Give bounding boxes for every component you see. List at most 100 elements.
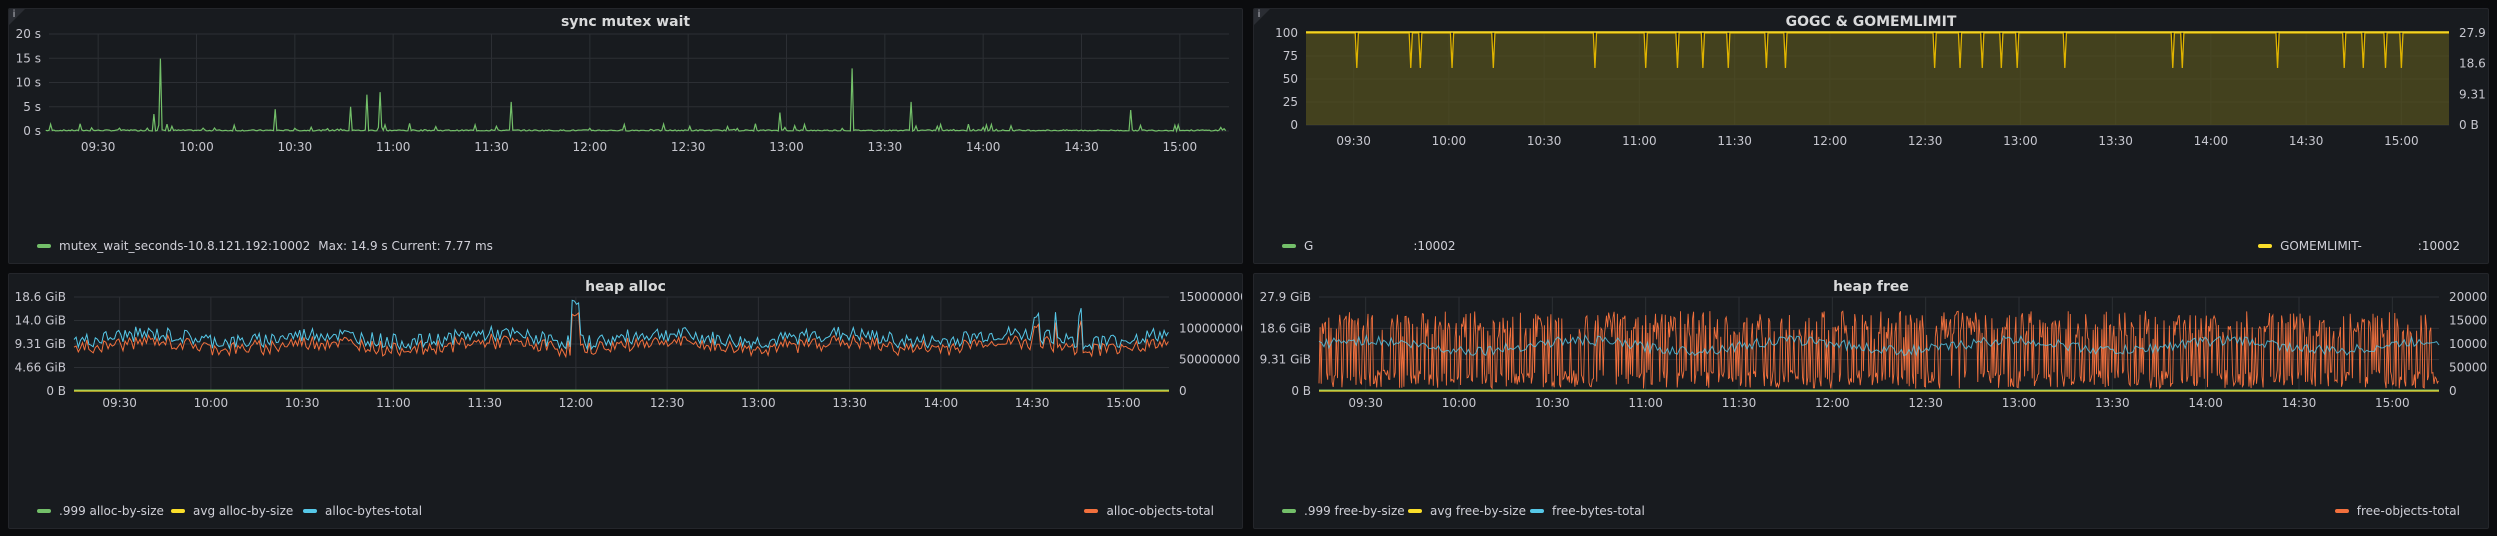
x-tick-label: 12:00	[559, 396, 594, 410]
panel-title[interactable]: GOGC & GOMEMLIMIT	[1785, 14, 1957, 30]
legend-label: mutex_wait_seconds-10.8.121.192:10002	[59, 239, 311, 253]
x-tick-label: 13:30	[832, 396, 867, 410]
y-tick-label: 5 s	[23, 100, 41, 114]
y2-tick-label: 18.6 GiB	[2459, 57, 2489, 71]
y-tick-label: 18.6 GiB	[15, 290, 66, 304]
x-tick-label: 11:30	[474, 140, 509, 154]
chart-heap-free: 09:30 10:00 10:30 11:00 11:30 12:00 12:30 13:00…	[1260, 290, 2489, 410]
series-mutex-wait	[45, 58, 1227, 134]
redacted-block	[1313, 240, 1414, 252]
x-tick-label: 13:30	[2095, 396, 2130, 410]
x-tick-label: 13:00	[741, 396, 776, 410]
x-tick-label: 11:00	[376, 396, 411, 410]
legend-swatch	[1530, 509, 1544, 513]
legend-item[interactable]: alloc-objects-total	[1084, 504, 1214, 518]
panel-heap-free[interactable]: heap free 09:30 10:00 10:30 11:00 11:30 12:00…	[1253, 273, 2489, 529]
x-tick-label: 13:00	[2003, 134, 2038, 148]
x-tick-label: 13:30	[868, 140, 903, 154]
legend-label: free-objects-total	[2356, 504, 2460, 518]
y2-tick-label: 50000000	[1179, 353, 1240, 367]
y-tick-label: 50	[1283, 72, 1298, 86]
legend-item[interactable]: avg alloc-by-size	[171, 504, 293, 518]
legend-swatch	[1282, 509, 1296, 513]
panel-sync-mutex-wait[interactable]: i sync mutex wait 09:30 10:00 10:30 11:00 11…	[8, 8, 1243, 264]
legend-swatch	[2334, 509, 2349, 513]
legend: G :10002 GOMEMLIMIT- :10002	[1268, 239, 2474, 255]
x-tick-label: 15:00	[1163, 140, 1198, 154]
y-tick-label: 15 s	[16, 51, 41, 65]
x-tick-label: 15:00	[2375, 396, 2410, 410]
legend: mutex_wait_seconds-10.8.121.192:10002 Ma…	[23, 239, 1228, 255]
legend-item[interactable]: .999 alloc-by-size	[37, 504, 164, 518]
x-tick-label: 14:30	[2289, 134, 2324, 148]
x-tick-label: 11:30	[1722, 396, 1757, 410]
legend-label: avg alloc-by-size	[193, 504, 294, 518]
legend: .999 alloc-by-size avg alloc-by-size all…	[23, 504, 1228, 520]
x-tick-label: 15:00	[1106, 396, 1141, 410]
redacted-block	[2361, 240, 2418, 252]
x-tick-label: 12:30	[1908, 134, 1943, 148]
x-tick-label: 12:00	[1813, 134, 1848, 148]
legend-swatch	[37, 244, 51, 248]
legend-item-gomemlimit[interactable]: GOMEMLIMIT- :10002	[2258, 239, 2460, 253]
legend-item[interactable]: free-bytes-total	[1530, 504, 1645, 518]
x-tick-label: 12:30	[1908, 396, 1943, 410]
x-tick-label: 10:00	[179, 140, 214, 154]
y2-tick-label: 0	[1179, 384, 1187, 398]
y2-tick-label: 100000000	[2449, 337, 2489, 351]
y2-tick-label: 150000000	[2449, 314, 2489, 328]
x-tick-label: 10:00	[194, 396, 229, 410]
x-tick-label: 09:30	[102, 396, 137, 410]
x-tick-label: 10:30	[1527, 134, 1562, 148]
x-tick-label: 10:30	[285, 396, 320, 410]
x-tick-label: 11:00	[376, 140, 411, 154]
legend-label: .999 alloc-by-size	[59, 504, 164, 518]
y-tick-label: 9.31 GiB	[15, 337, 66, 351]
legend-item[interactable]: free-objects-total	[2334, 504, 2460, 518]
x-tick-label: 10:00	[1432, 134, 1467, 148]
legend: .999 free-by-size avg free-by-size free-…	[1268, 504, 2474, 520]
y-tick-label: 75	[1283, 49, 1298, 63]
y2-tick-label: 150000000	[1179, 290, 1243, 304]
y2-tick-label: 9.31 GiB	[2459, 87, 2489, 101]
x-tick-label: 11:00	[1628, 396, 1663, 410]
legend-suffix: :10002	[2417, 239, 2460, 253]
legend-suffix: :10002	[1413, 239, 1456, 253]
x-tick-label: 10:30	[278, 140, 313, 154]
legend-swatch	[1408, 509, 1422, 513]
chart-heap-alloc: 09:30 10:00 10:30 11:00 11:30 12:00 12:30 13:00…	[15, 290, 1243, 410]
panel-heap-alloc[interactable]: heap alloc 09:30 10:00 10:30 11:00 11:30 12:0…	[8, 273, 1243, 529]
panel-title[interactable]: sync mutex wait	[560, 14, 691, 30]
legend-swatch	[2258, 244, 2273, 248]
x-tick-label: 13:00	[769, 140, 804, 154]
y-tick-label: 20 s	[16, 27, 41, 41]
legend-swatch	[1282, 244, 1296, 248]
y-tick-label: 0	[1290, 118, 1298, 132]
y-tick-label: 18.6 GiB	[1260, 321, 1311, 335]
x-tick-label: 11:30	[1717, 134, 1752, 148]
legend-item[interactable]: mutex_wait_seconds-10.8.121.192:10002 Ma…	[37, 239, 493, 253]
chart-sync-mutex-wait: 09:30 10:00 10:30 11:00 11:30 12:00 12:30 13:00…	[16, 27, 1229, 154]
y-tick-label: 0 s	[23, 124, 41, 138]
y2-tick-label: 0 B	[2459, 118, 2479, 132]
legend-item-gogc[interactable]: G :10002	[1282, 239, 1456, 253]
legend-item[interactable]: avg free-by-size	[1408, 504, 1526, 518]
legend-item[interactable]: .999 free-by-size	[1282, 504, 1405, 518]
y-tick-label: 100	[1275, 26, 1298, 40]
panel-gogc-gomemlimit[interactable]: i GOGC & GOMEMLIMIT 09:30 10:00 10:30 11:00…	[1253, 8, 2489, 264]
legend-label: GOMEMLIMIT-	[2280, 239, 2362, 253]
legend-swatch	[37, 509, 51, 513]
legend-item[interactable]: alloc-bytes-total	[303, 504, 422, 518]
x-tick-label: 13:30	[2098, 134, 2133, 148]
y2-tick-label: 0	[2449, 384, 2457, 398]
legend-label: free-bytes-total	[1552, 504, 1645, 518]
panel-title[interactable]: heap free	[1833, 279, 1909, 295]
legend-label: G	[1304, 239, 1314, 253]
x-tick-label: 12:00	[1815, 396, 1850, 410]
legend-swatch	[303, 509, 317, 513]
y-tick-label: 14.0 GiB	[15, 314, 66, 328]
x-tick-label: 12:30	[650, 396, 685, 410]
panel-title[interactable]: heap alloc	[585, 279, 666, 295]
x-tick-label: 11:00	[1622, 134, 1657, 148]
y-tick-label: 9.31 GiB	[1260, 353, 1311, 367]
